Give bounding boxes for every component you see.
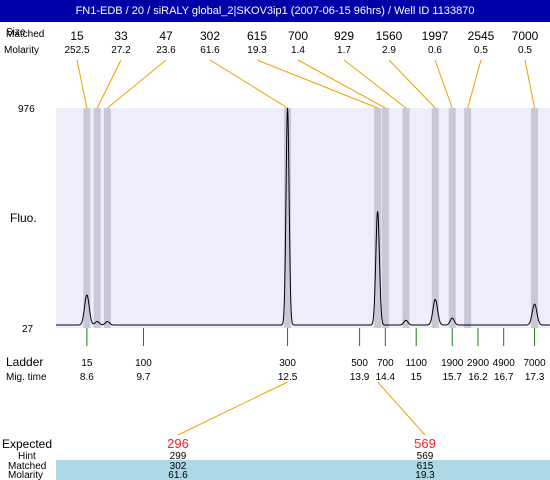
hint-value: 569: [417, 451, 434, 462]
ladder-time-label: 12.5: [278, 372, 298, 383]
fluorescence-trace: [56, 107, 550, 326]
peak-size-label: 2545: [468, 29, 495, 43]
peak-molarity-label: 23.6: [156, 45, 176, 56]
ladder-size-label: 15: [81, 358, 93, 369]
ladder-size-label: 300: [279, 358, 296, 369]
peak-band: [83, 108, 91, 328]
ladder-time-label: 13.9: [350, 372, 370, 383]
peak-connector: [209, 59, 288, 109]
peak-molarity-label: 61.6: [200, 45, 220, 56]
ladder-time-label: 8.6: [80, 372, 94, 383]
peak-band: [284, 108, 292, 328]
peak-band: [448, 108, 456, 328]
ladder-size-label: 2900: [467, 358, 490, 369]
peak-size-label: 302: [200, 29, 220, 43]
ladder-time-label: 16.2: [468, 372, 488, 383]
molarity-value: 19.3: [415, 470, 435, 480]
matched-value: 615: [417, 461, 434, 472]
hint-row-label: Hint: [18, 451, 36, 462]
peak-band: [381, 108, 389, 328]
peak-size-label: 929: [334, 29, 354, 43]
peak-size-label: 700: [288, 29, 308, 43]
molarity-row-label-bottom: Molarity: [8, 470, 43, 480]
y-tick-bottom: 27: [22, 324, 34, 335]
peak-molarity-label: 19.3: [247, 45, 267, 56]
peak-connector: [388, 59, 436, 109]
peak-band: [402, 108, 410, 328]
mig-time-row-label: Mig. time: [6, 372, 47, 383]
peak-connector: [524, 59, 536, 109]
peak-molarity-label: 0.6: [428, 45, 442, 56]
ladder-time-label: 16.7: [494, 372, 514, 383]
window-title: FN1-EDB / 20 / siRALY global_2|SKOV3ip1 …: [0, 0, 550, 22]
y-tick-top: 976: [18, 104, 35, 115]
ladder-size-label: 7000: [523, 358, 546, 369]
expected-value: 296: [167, 436, 189, 451]
expected-connector: [377, 381, 426, 436]
molarity-value: 61.6: [168, 470, 188, 480]
ladder-size-label: 700: [377, 358, 394, 369]
peak-band: [103, 108, 111, 328]
ladder-time-label: 15: [411, 372, 423, 383]
ladder-size-label: 500: [351, 358, 368, 369]
peak-size-label: 615: [247, 29, 267, 43]
ladder-row-label: Ladder: [6, 355, 43, 369]
hint-value: 299: [170, 451, 187, 462]
expected-value: 569: [414, 436, 436, 451]
ladder-size-label: 4900: [493, 358, 516, 369]
peak-connector: [256, 59, 378, 109]
ladder-time-label: 14.4: [376, 372, 396, 383]
peak-band: [93, 108, 101, 328]
peak-band: [374, 108, 382, 328]
matched-highlight-row: [56, 460, 550, 480]
expected-connector: [177, 381, 288, 436]
ladder-time-label: 17.3: [525, 372, 545, 383]
ladder-time-label: 15.7: [442, 372, 462, 383]
peak-size-label: 1997: [422, 29, 449, 43]
peak-connector: [297, 59, 386, 109]
y-axis-label: Fluo.: [10, 211, 37, 225]
peak-molarity-label: 1.7: [337, 45, 351, 56]
peak-molarity-label: 252.5: [64, 45, 89, 56]
peak-connector: [107, 59, 167, 109]
plot-background: [56, 108, 550, 328]
peak-size-label: 33: [114, 29, 128, 43]
peak-molarity-label: 27.2: [111, 45, 131, 56]
matched-value: 302: [170, 461, 187, 472]
peak-connector: [343, 59, 407, 109]
ladder-size-label: 1100: [405, 358, 427, 369]
expected-row-label: Expected: [2, 437, 52, 451]
ladder-size-label: 1900: [441, 358, 464, 369]
matched-row-label: Matched: [6, 29, 44, 40]
ladder-size-label: 100: [135, 358, 152, 369]
peak-molarity-label: 0.5: [518, 45, 532, 56]
peak-connector: [96, 59, 122, 109]
size-row-label: Size: [6, 27, 26, 38]
peak-size-label: 7000: [512, 29, 539, 43]
peak-molarity-label: 0.5: [474, 45, 488, 56]
molarity-row-label: Molarity: [4, 45, 39, 56]
peak-connector: [434, 59, 453, 109]
peak-size-label: 1560: [376, 29, 403, 43]
matched-row-label-bottom: Matched: [8, 461, 46, 472]
peak-connector: [76, 59, 88, 109]
peak-band: [531, 108, 539, 328]
peak-size-label: 47: [159, 29, 173, 43]
peak-molarity-label: 1.4: [291, 45, 305, 56]
peak-band: [464, 108, 472, 328]
peak-molarity-label: 2.9: [382, 45, 396, 56]
peak-size-label: 15: [70, 29, 84, 43]
peak-connector: [467, 59, 482, 109]
ladder-time-label: 9.7: [137, 372, 151, 383]
peak-band: [431, 108, 439, 328]
